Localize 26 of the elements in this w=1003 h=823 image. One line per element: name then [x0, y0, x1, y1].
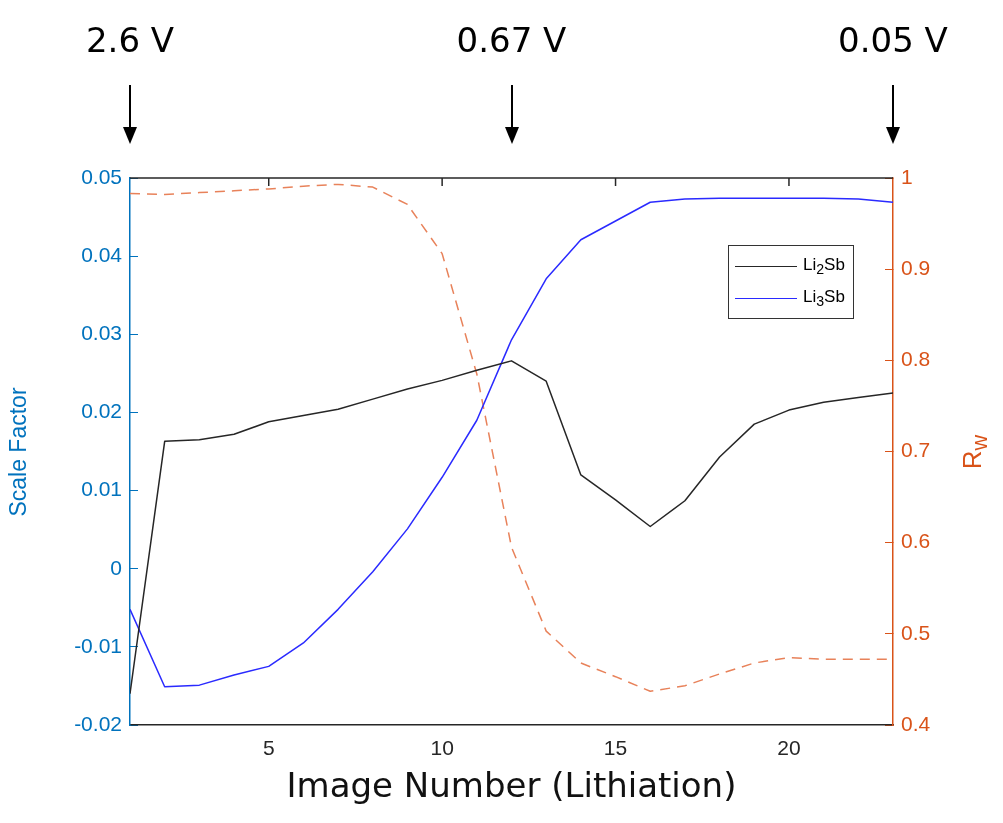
y-tick-label: 0.05	[81, 164, 122, 188]
x-tick-label: 15	[603, 736, 628, 760]
text: 0.67 V	[456, 19, 567, 60]
text: 0.05 V	[838, 19, 948, 60]
text: 2.6 V	[85, 19, 175, 60]
y-tick-label: 0.02	[81, 399, 122, 423]
legend-label: Li$_{3}$Sb	[803, 286, 845, 310]
y2-tick-label: 0.6	[901, 529, 931, 553]
y2-tick-label: 0.5	[901, 620, 931, 644]
y-tick-label: -0.02	[74, 711, 122, 735]
y2-tick-label: 0.8	[901, 347, 931, 371]
x-tick-label: 20	[777, 736, 801, 760]
y-axis-title: Scale Factor	[4, 387, 32, 517]
y2-tick-label: 0.4	[901, 711, 931, 735]
y-tick-label: -0.01	[74, 633, 122, 657]
y2-tick-label: 0.9	[901, 255, 931, 279]
y2-tick-label: 0.7	[901, 438, 931, 462]
y-tick-label: 0	[110, 555, 122, 579]
y-tick-label: 0.01	[81, 477, 122, 501]
y2-tick-label: 1	[901, 164, 913, 188]
legend-label: Li$_{2}$Sb	[803, 254, 845, 278]
x-axis-title: Image Number (Lithiation)	[285, 765, 738, 805]
x-tick-label: 5	[262, 736, 275, 760]
y-tick-label: 0.03	[81, 321, 122, 345]
y-tick-label: 0.04	[81, 242, 123, 266]
x-tick-label: 10	[430, 736, 454, 760]
